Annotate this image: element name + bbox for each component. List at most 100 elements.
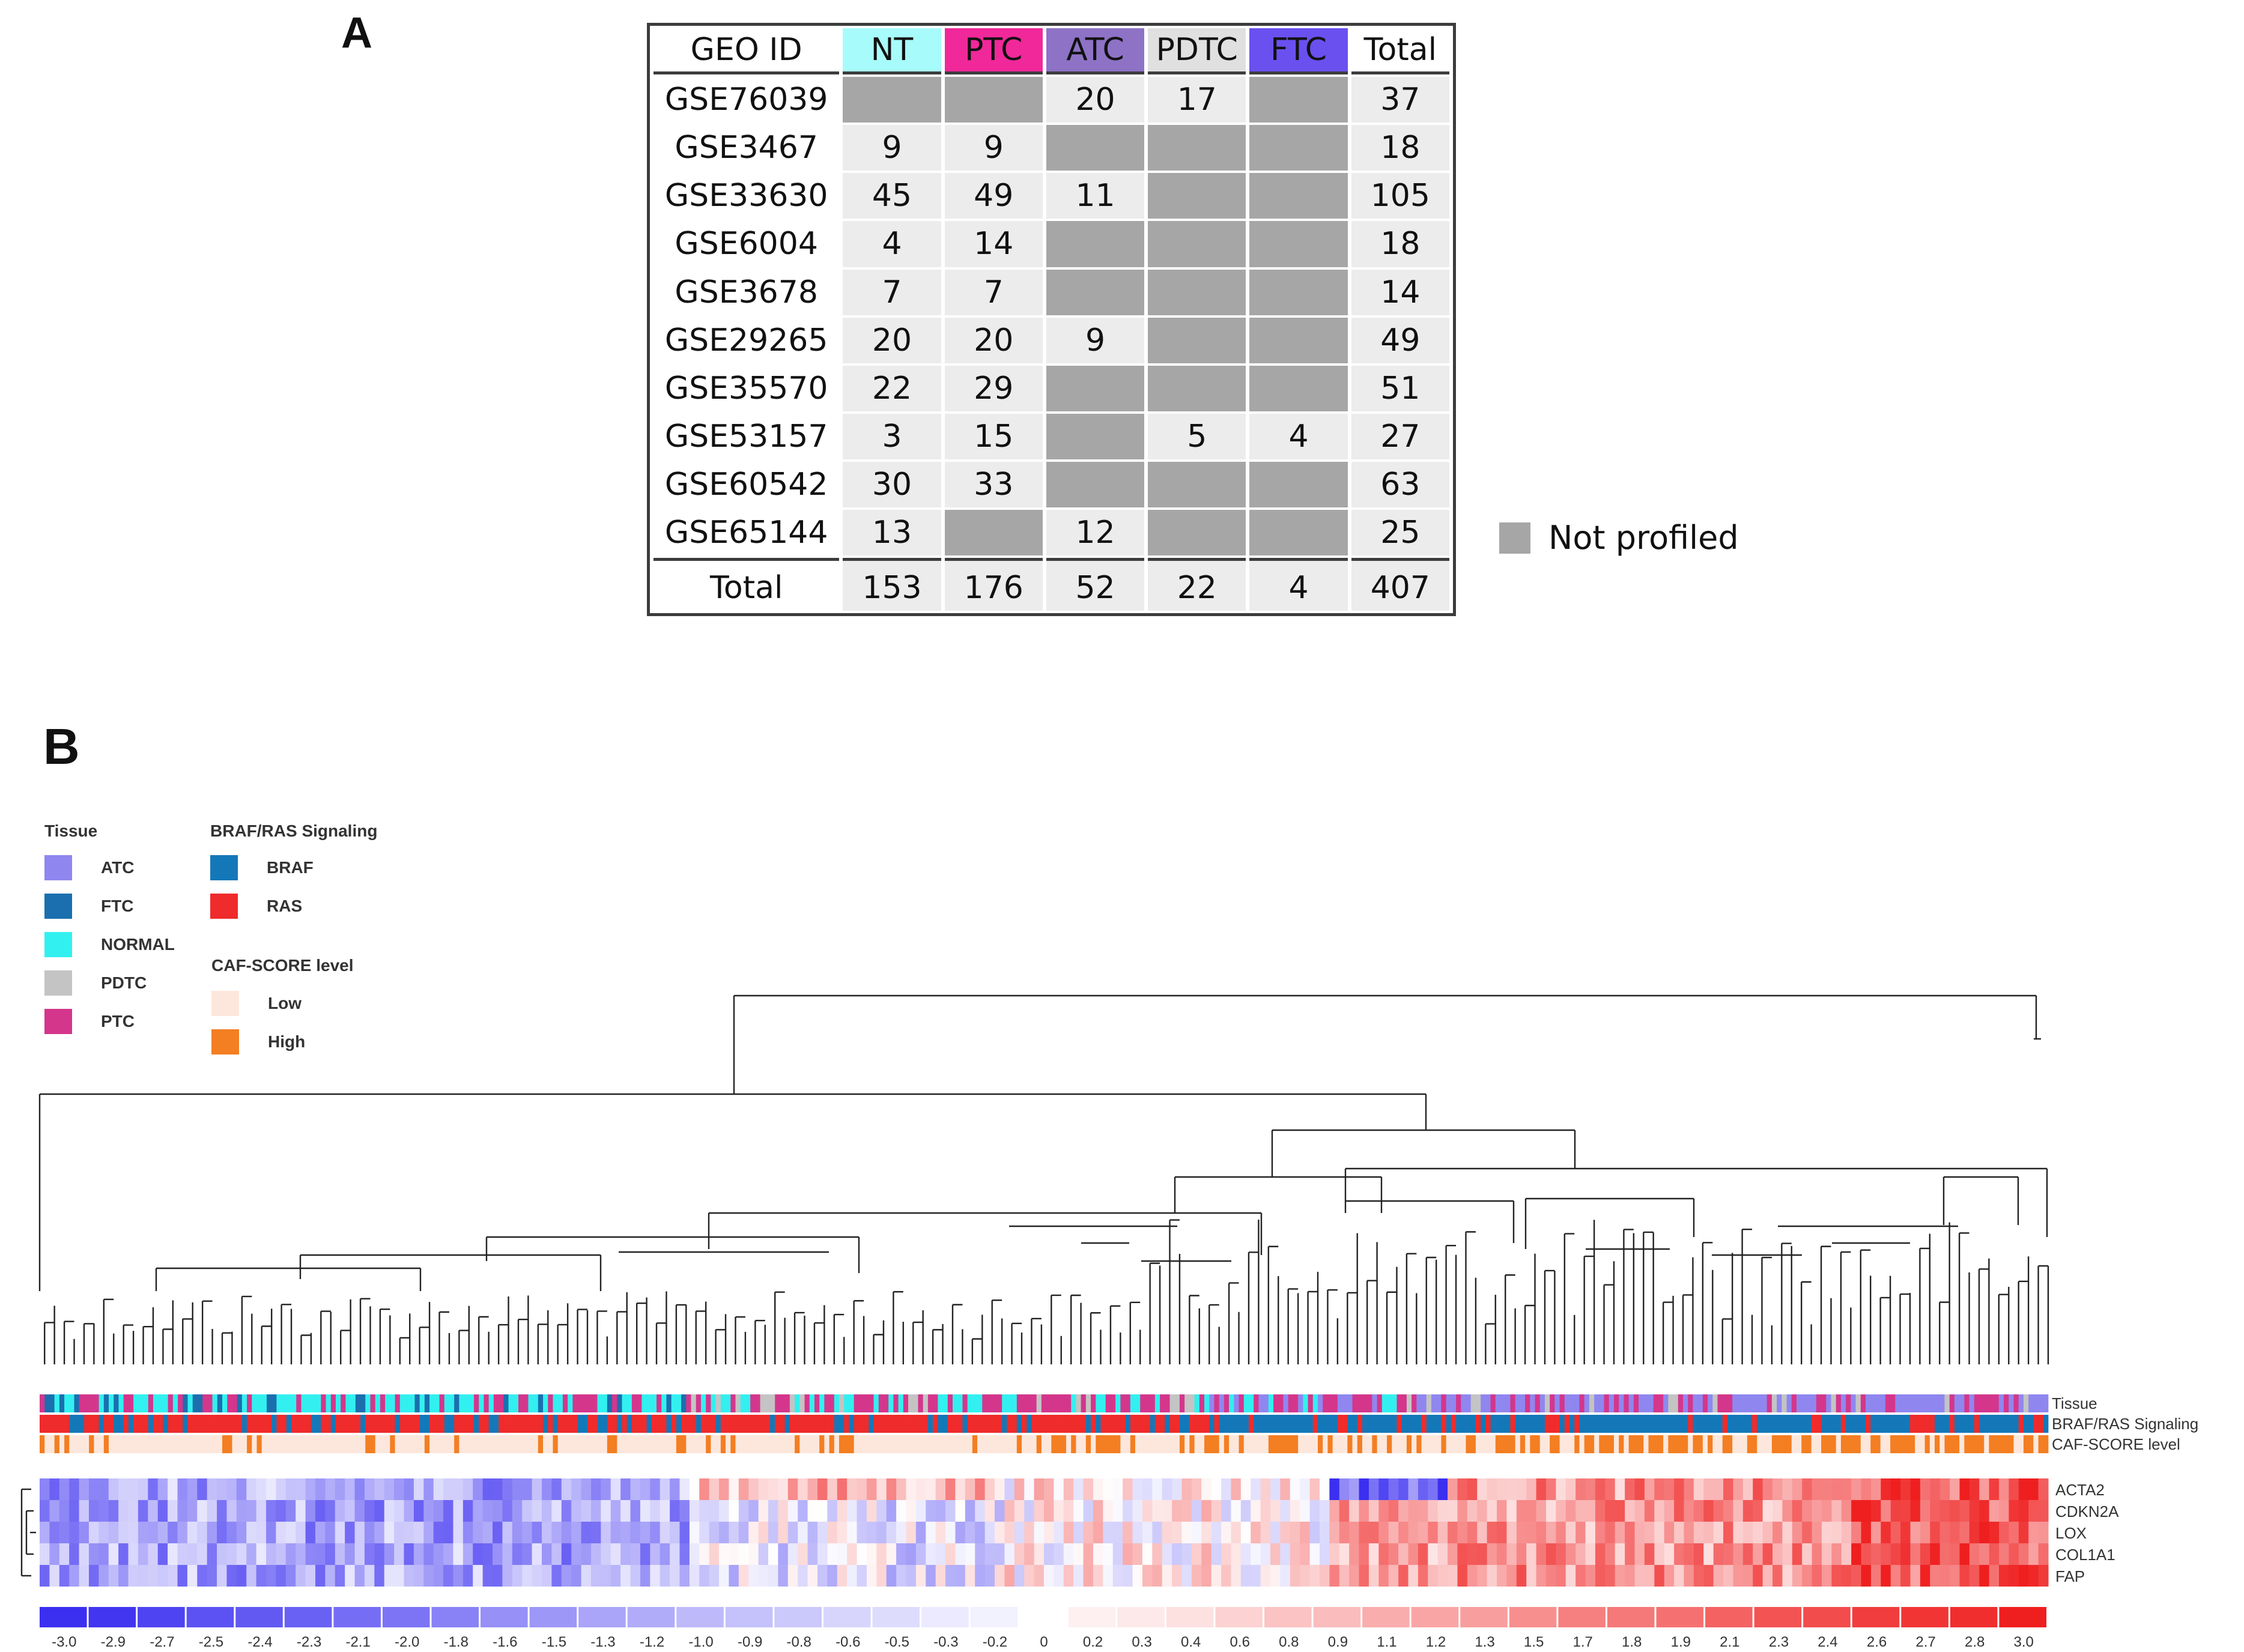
- heatmap-cell: [315, 1500, 326, 1522]
- heatmap-cell: [906, 1478, 917, 1500]
- heatmap-cell: [1762, 1478, 1773, 1500]
- caf-track-cell: [1609, 1435, 1615, 1453]
- caf-track-cell: [607, 1435, 613, 1453]
- heatmap-cell: [1172, 1500, 1182, 1522]
- not-profiled-cell: [1249, 221, 1348, 267]
- heatmap-cell: [1034, 1565, 1045, 1587]
- tissue-track-cell: [1466, 1394, 1472, 1412]
- heatmap-cell: [1497, 1478, 1507, 1500]
- tissue-track-cell: [538, 1394, 544, 1412]
- heatmap-cell: [1152, 1500, 1163, 1522]
- heatmap-cell: [1418, 1543, 1428, 1565]
- heatmap-cell: [1004, 1565, 1015, 1587]
- caf-track-cell: [1998, 1435, 2004, 1453]
- scale-tick-label: 1.7: [1572, 1634, 1592, 1650]
- tissue-track-cell: [163, 1394, 169, 1412]
- tissue-track-cell: [143, 1394, 149, 1412]
- scale-swatch: [382, 1607, 430, 1627]
- heatmap-cell: [827, 1478, 838, 1500]
- heatmap-cell: [1054, 1500, 1064, 1522]
- scale-tick-label: 2.1: [1720, 1634, 1739, 1650]
- tissue-track-cell: [345, 1394, 351, 1412]
- tissue-track-cell: [1347, 1394, 1353, 1412]
- heatmap-cell: [1910, 1565, 1921, 1587]
- signaling-track-cell: [1481, 1415, 1486, 1433]
- heatmap-cell: [1950, 1478, 1960, 1500]
- signaling-track-cell: [1998, 1415, 2004, 1433]
- heatmap-cell: [915, 1543, 926, 1565]
- caf-track-cell: [1110, 1435, 1116, 1453]
- heatmap-cell: [955, 1500, 966, 1522]
- heatmap-cell: [984, 1543, 995, 1565]
- signaling-track-cell: [700, 1415, 706, 1433]
- heatmap-cell: [1939, 1500, 1950, 1522]
- heatmap-cell: [296, 1543, 306, 1565]
- heatmap-cell: [1713, 1565, 1724, 1587]
- heatmap-cell: [296, 1500, 306, 1522]
- heatmap-cell: [561, 1565, 572, 1587]
- signaling-track-cell: [1248, 1415, 1254, 1433]
- tissue-track-cell: [1613, 1394, 1619, 1412]
- heatmap-cell: [374, 1565, 385, 1587]
- caf-track-cell: [365, 1435, 371, 1453]
- heatmap-cell: [1802, 1478, 1813, 1500]
- signaling-track-cell: [903, 1415, 909, 1433]
- heatmap-cell: [2018, 1565, 2029, 1587]
- not-profiled-swatch: [1499, 522, 1530, 554]
- heatmap-cell: [857, 1478, 867, 1500]
- signaling-track-cell: [1412, 1415, 1417, 1433]
- signaling-track-cell: [1668, 1415, 1673, 1433]
- signaling-track-cell: [49, 1415, 55, 1433]
- heatmap-cell: [1329, 1565, 1340, 1587]
- heatmap-cell: [1349, 1522, 1360, 1543]
- caf-track-cell: [227, 1435, 232, 1453]
- heatmap-cell: [305, 1543, 316, 1565]
- heatmap-cell: [384, 1478, 395, 1500]
- tissue-track-cell: [1288, 1394, 1294, 1412]
- tissue-track-cell: [1436, 1394, 1442, 1412]
- sample-dendrogram: [38, 994, 2049, 1364]
- caf-track-cell: [1697, 1435, 1703, 1453]
- signaling-track-cell: [1905, 1415, 1911, 1433]
- heatmap-cell: [1693, 1478, 1704, 1500]
- scale-tick-label: -0.3: [933, 1634, 958, 1650]
- heatmap-cell: [49, 1478, 60, 1500]
- tissue-track-cell: [479, 1394, 484, 1412]
- signaling-track-cell: [1431, 1415, 1437, 1433]
- heatmap-cell: [1989, 1478, 2000, 1500]
- caf-track-cell: [454, 1435, 459, 1453]
- heatmap-cell: [453, 1522, 464, 1543]
- scale-tick-label: -0.9: [738, 1634, 762, 1650]
- signaling-track-cell: [977, 1415, 983, 1433]
- heatmap-cell: [2009, 1478, 2019, 1500]
- caf-track-cell: [128, 1435, 134, 1453]
- heatmap-cell: [1595, 1522, 1606, 1543]
- signaling-track-cell: [696, 1415, 702, 1433]
- heatmap-cell: [413, 1478, 424, 1500]
- signaling-track-cell: [1584, 1415, 1590, 1433]
- signaling-track-cell: [1954, 1415, 1960, 1433]
- heatmap-cell: [256, 1543, 267, 1565]
- heatmap-cell: [1979, 1565, 1990, 1587]
- tissue-track-cell: [1169, 1394, 1175, 1412]
- heatmap-cell: [197, 1565, 208, 1587]
- signaling-track-cell: [1002, 1415, 1007, 1433]
- signaling-track-cell: [197, 1415, 203, 1433]
- caf-track-cell: [661, 1435, 667, 1453]
- tissue-track-cell: [399, 1394, 405, 1412]
- signaling-track-cell: [350, 1415, 356, 1433]
- tissue-track-cell: [40, 1394, 45, 1412]
- caf-track-cell: [1589, 1435, 1595, 1453]
- tissue-track-cell: [1786, 1394, 1792, 1412]
- heatmap-cell: [1881, 1565, 1891, 1587]
- heatmap-cell: [1615, 1543, 1625, 1565]
- tissue-track-cell: [1727, 1394, 1733, 1412]
- caf-track-cell: [770, 1435, 775, 1453]
- signaling-track-cell: [330, 1415, 336, 1433]
- tissue-track-cell: [686, 1394, 691, 1412]
- signaling-track-cell: [1421, 1415, 1427, 1433]
- caf-track-cell: [992, 1435, 998, 1453]
- heatmap-cell: [1437, 1522, 1448, 1543]
- signaling-track-cell: [1056, 1415, 1062, 1433]
- heatmap-cell: [620, 1543, 631, 1565]
